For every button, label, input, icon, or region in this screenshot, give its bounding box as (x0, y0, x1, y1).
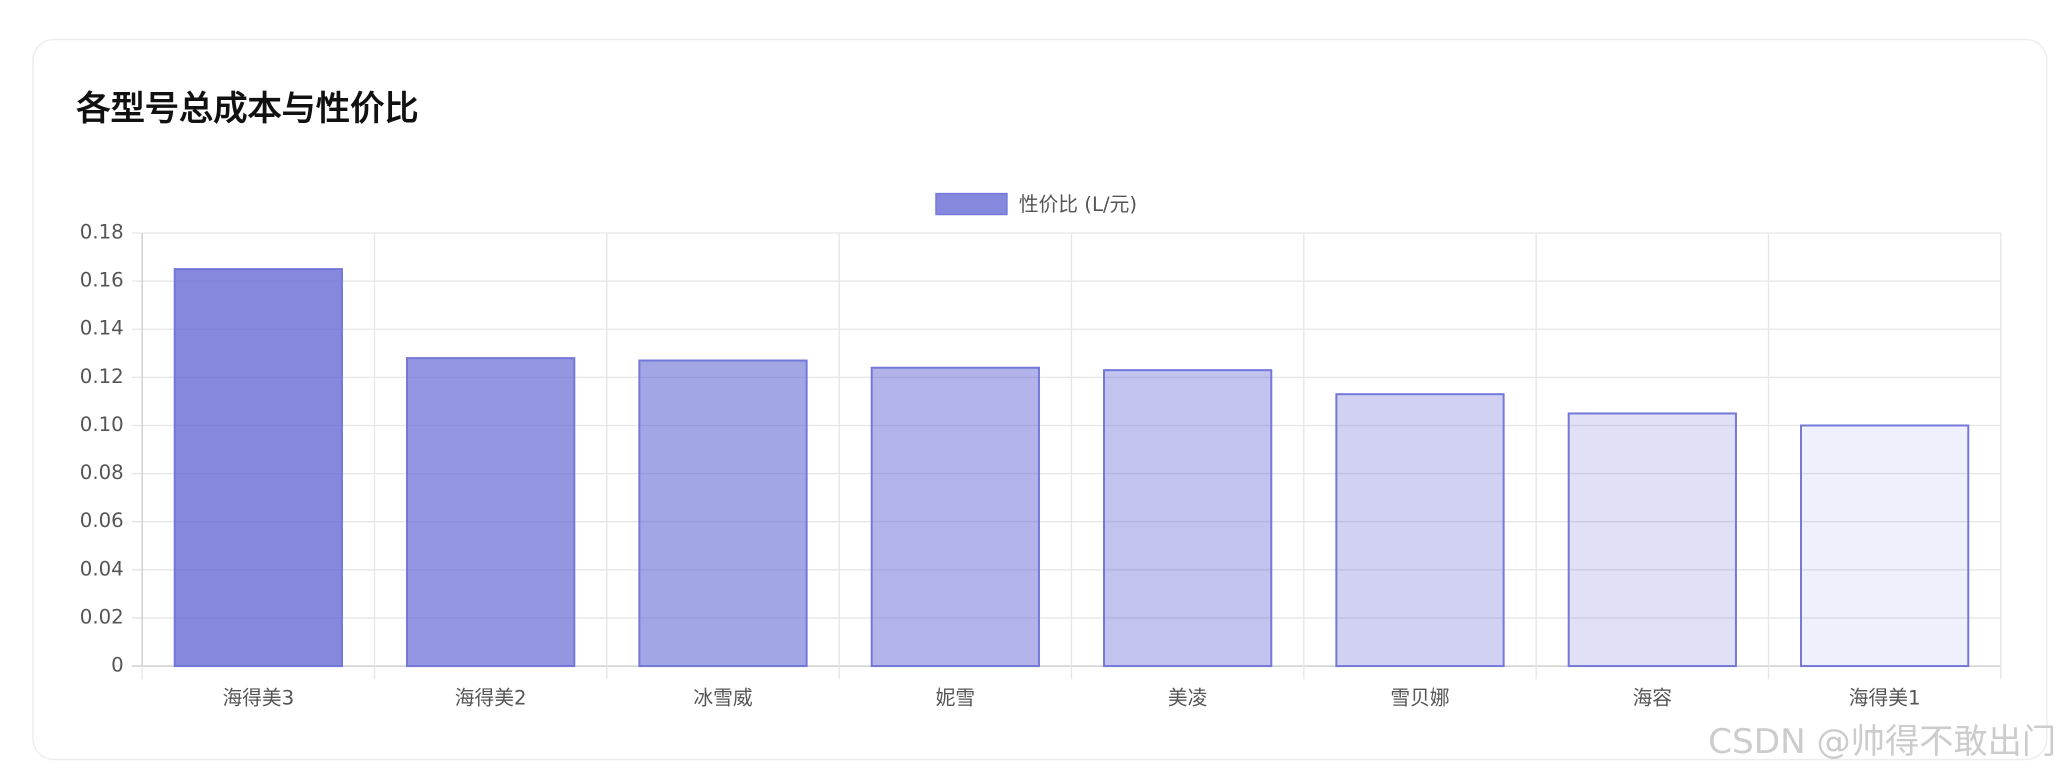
bar (870, 366, 1040, 668)
x-tick-label: 海容 (1633, 686, 1672, 709)
bar (173, 268, 343, 668)
bar (1335, 393, 1505, 668)
y-tick-label: 0.06 (80, 509, 124, 532)
x-tick-label: 美凌 (1168, 686, 1208, 709)
y-tick-label: 0.18 (80, 221, 124, 244)
bar (406, 357, 576, 668)
y-tick-label: 0.08 (80, 461, 124, 484)
watermark: CSDN @帅得不敢出门 (1708, 722, 2056, 762)
y-tick-label: 0.10 (80, 413, 124, 436)
chart-title: 各型号总成本与性价比 (76, 89, 418, 129)
x-tick-label: 海得美2 (455, 686, 527, 709)
x-tick-label: 雪贝娜 (1390, 686, 1449, 709)
x-tick-label: 妮雪 (936, 686, 975, 709)
x-tick-label: 海得美1 (1849, 686, 1921, 709)
y-tick-label: 0.16 (80, 269, 124, 292)
bar (638, 359, 808, 668)
legend-swatch (935, 192, 1008, 216)
y-tick-label: 0 (111, 654, 124, 677)
y-tick-label: 0.04 (80, 557, 124, 580)
y-tick-label: 0.12 (80, 365, 124, 388)
y-tick-label: 0.14 (80, 317, 124, 340)
y-tick-label: 0.02 (80, 605, 124, 628)
legend-label: 性价比 (L/元) (1019, 193, 1137, 216)
bar (1103, 369, 1273, 668)
bar (1800, 424, 1970, 668)
x-tick-label: 冰雪威 (693, 686, 752, 709)
x-tick-label: 海得美3 (222, 686, 294, 709)
bar (1567, 412, 1737, 668)
